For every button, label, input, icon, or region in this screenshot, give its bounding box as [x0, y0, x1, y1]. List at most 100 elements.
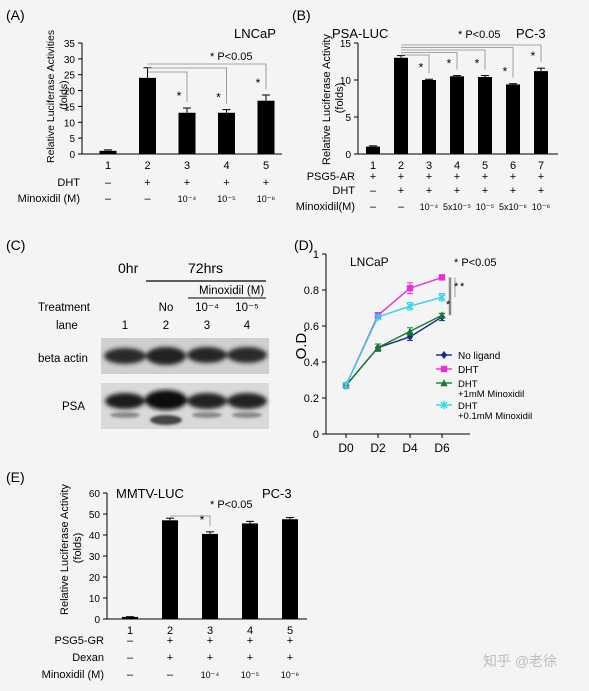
panel-d-significance-label: * P<0.05	[454, 257, 497, 269]
panel-a-category-label: 3	[184, 160, 190, 172]
panel-d-y-tick-label: 0	[313, 429, 319, 441]
panel-e-treatment-value: +	[207, 652, 213, 664]
panel-b-y-axis-label: Relative Luciferase Activity (folds)	[321, 31, 346, 165]
panel-e-bracket-3	[170, 515, 211, 526]
psa-band-lane-4	[227, 393, 267, 409]
panel-d-legend-label: +1mM Minoxidil	[458, 389, 524, 400]
panel-e-treatment-value: +	[247, 652, 253, 664]
panel-a-y-tick-label: 10	[64, 118, 76, 129]
panel-e-star-3: *	[200, 513, 205, 527]
panel-e-category-label: 2	[167, 625, 173, 637]
panel-b-treatment-value: +	[482, 171, 488, 183]
psa-bands	[105, 390, 267, 410]
psa-band-lane-3	[187, 393, 227, 409]
beta-actin-band-lane-3	[187, 347, 227, 363]
panel-d-point-2-3	[406, 285, 414, 292]
panel-e-category-label: 3	[207, 625, 213, 637]
panel-d-x-tick-label: D6	[434, 441, 450, 455]
panel-d-cell-line: LNCaP	[350, 255, 389, 269]
panel-d-point-4-3	[406, 302, 414, 311]
panel-d-point-4-1	[342, 381, 350, 390]
panel-d-star: *	[460, 281, 465, 293]
panel-d-significance-markers: * **	[446, 277, 465, 316]
panel-b-category-label: 3	[426, 160, 432, 172]
panel-e-cell-line: PC-3	[262, 486, 292, 501]
panel-b-y-tick-label: 0	[345, 150, 351, 161]
psa-lower-band-lane-3	[192, 412, 222, 418]
beta-actin-bands	[104, 347, 267, 365]
panel-b-treatment-value: +	[538, 185, 544, 197]
panel-d-point-2-4	[438, 274, 446, 281]
panel-c-letter: (C)	[6, 237, 25, 253]
panel-e-category-label: 1	[127, 625, 133, 637]
panel-a-y-tick-label: 15	[64, 102, 76, 113]
panel-b-treatment-table: 1 2 3 4 5 6 7 PSG5-AR + + + + + + + DHT – + + + + + + Minoxidil…	[296, 160, 551, 213]
panel-d-y-axis-label: O.D.	[293, 329, 310, 360]
panel-e-y-tick-label: 30	[89, 552, 101, 563]
panel-e-bar-1	[122, 616, 138, 619]
panel-c-treatment-2: No	[159, 302, 174, 314]
panel-e-bar-5	[282, 519, 298, 619]
psa-band-lane-2	[145, 390, 187, 410]
panel-c-time-0: 0hr	[118, 260, 139, 276]
panel-b-category-label: 2	[398, 160, 404, 172]
panel-d-legend-label: +0.1mM Minoxidil	[458, 411, 532, 422]
panel-a-star-4: *	[216, 91, 221, 105]
panel-d-point-4-4	[438, 293, 446, 302]
panel-d-axes: 0 0.2 0.4 0.6 0.8 1 D0 D2 D4 D6	[304, 249, 470, 455]
panel-e-treatment-value: +	[207, 635, 213, 647]
panel-e-treatment-value: +	[287, 635, 293, 647]
panel-a-treatment-value: +	[184, 177, 190, 189]
panel-b-treatment-value: 5x10⁻⁶	[499, 202, 527, 212]
panel-b-star-7: *	[531, 49, 536, 63]
panel-e-treatment-value: –	[127, 669, 134, 681]
panel-c-lane-labels: No 10⁻⁴ 10⁻⁵ 1 2 3 4	[122, 302, 259, 332]
panel-e-bar-2	[162, 520, 178, 619]
panel-b-bar-6	[506, 84, 520, 154]
panel-a-category-label: 4	[223, 160, 229, 172]
panel-b-treatment-value: +	[426, 171, 432, 183]
panel-b-treatment-name: Minoxidil(M)	[296, 201, 355, 213]
panel-e-treatment-value: +	[167, 635, 173, 647]
panel-b-treatment-value: +	[426, 185, 432, 197]
panel-b-treatment-value: +	[398, 171, 404, 183]
panel-b-bar-7	[534, 71, 548, 154]
panel-e-y-tick-label: 50	[89, 510, 101, 521]
panel-b-letter: (B)	[292, 7, 311, 23]
panel-b-significance-label: * P<0.05	[458, 29, 501, 41]
panel-e-treatment-value: +	[287, 652, 293, 664]
panel-a: (A) LNCaP * P<0.05 Relative Luciferase A…	[6, 7, 282, 205]
panel-a-significance-brackets: * * *	[147, 63, 267, 105]
psa-lower-bands	[110, 412, 262, 425]
psa-lower-band-lane-2	[150, 415, 182, 425]
panel-b-treatment-value: –	[370, 185, 377, 197]
panel-e-treatment-name: Minoxidil (M)	[42, 669, 104, 681]
panel-c-lane-2: 2	[163, 320, 169, 332]
panel-b-treatment-value: +	[482, 185, 488, 197]
panel-a-bracket-5	[147, 63, 267, 90]
panel-d: (D) LNCaP * P<0.05 O.D. 0 0.2 0.4 0.6 0.8 1 D0…	[293, 237, 532, 455]
panel-d-x-tick-label: D2	[370, 441, 386, 455]
panel-e-treatment-value: 10⁻⁴	[201, 670, 220, 680]
panel-b-y-tick-label: 10	[340, 76, 352, 87]
panel-b-treatment-value: +	[510, 185, 516, 197]
panel-b-treatment-value: +	[454, 185, 460, 197]
panel-d-y-tick-label: 1	[313, 249, 319, 261]
panel-b-bars	[366, 55, 548, 154]
panel-b-treatment-name: DHT	[332, 185, 355, 197]
panel-d-y-tick-label: 0.8	[304, 285, 319, 297]
panel-a-category-label: 2	[144, 160, 150, 172]
panel-b-treatment-value: 10⁻⁶	[532, 202, 551, 212]
panel-a-star-5: *	[256, 76, 261, 90]
panel-b-star-3: *	[419, 60, 424, 74]
panel-a-treatment-value: –	[144, 193, 151, 205]
beta-actin-band-lane-2	[146, 347, 186, 365]
panel-e-treatment-name: PSG5-GR	[54, 635, 104, 647]
panel-b-treatment-value: +	[454, 171, 460, 183]
panel-e-axes: 0 10 20 30 40 50 60	[89, 489, 307, 626]
panel-a-y-tick-label: 30	[64, 55, 76, 66]
panel-d-star: *	[454, 281, 459, 293]
panel-d-y-tick-label: 0.6	[304, 321, 319, 333]
panel-a-cell-line: LNCaP	[234, 26, 276, 41]
